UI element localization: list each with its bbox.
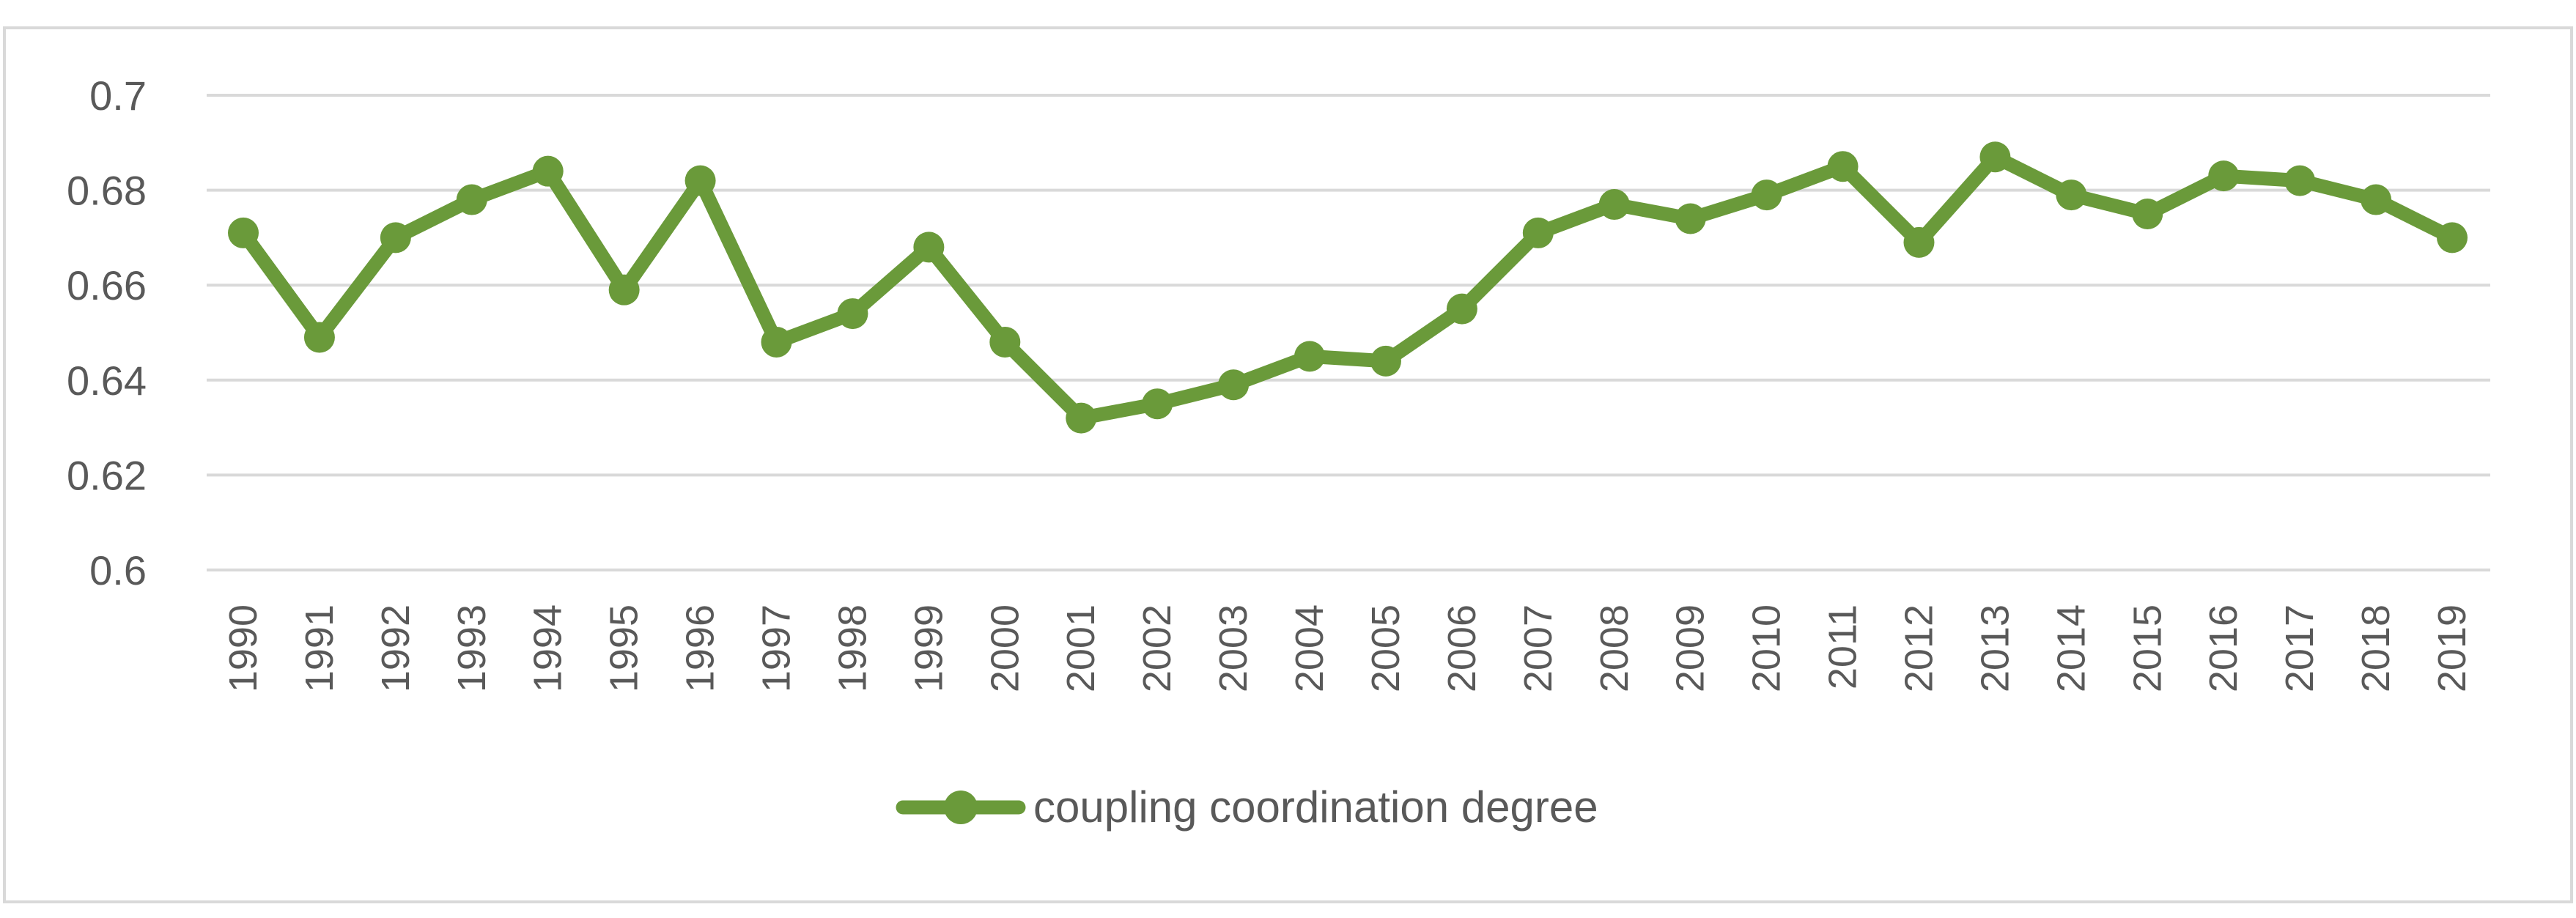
data-point [1218,369,1250,401]
x-tick-label: 1994 [526,604,570,692]
x-tick-label: 2012 [1897,604,1941,692]
x-tick-label: 1993 [450,604,494,692]
y-tick-label: 0.6 [89,547,147,593]
data-point [1979,141,2011,173]
x-axis-ticks: 1990 1991 1992 1993 1994 1995 1996 1997 1998 1999… [221,604,2474,692]
x-tick-label: 2004 [1288,604,1332,692]
legend: coupling coordination degree [896,782,1598,832]
data-point [761,326,792,358]
data-point [1142,388,1173,420]
y-tick-label: 0.62 [67,452,147,498]
x-tick-label: 2014 [2049,604,2093,692]
data-point [2437,222,2468,253]
y-tick-label: 0.7 [89,73,147,119]
data-point [989,326,1021,358]
x-tick-label: 1990 [221,604,265,692]
series-layer [228,141,2468,434]
x-tick-label: 1995 [602,604,646,692]
y-tick-label: 0.68 [67,168,147,214]
data-point [1903,226,1935,258]
x-tick-label: 2011 [1821,604,1865,689]
data-point [2132,199,2163,229]
gridlines [207,94,2490,571]
data-point [2284,165,2316,196]
data-point [1066,402,1097,434]
x-tick-label: 2013 [1973,604,2017,692]
data-point [1675,203,1706,234]
x-tick-label: 1996 [679,604,723,692]
legend-label: coupling coordination degree [1033,782,1598,832]
data-point [380,222,411,253]
x-tick-label: 2002 [1135,604,1179,692]
y-axis-ticks: 0.6 0.62 0.64 0.66 0.68 0.7 [67,73,147,593]
x-tick-label: 1999 [907,604,951,692]
data-point [1598,189,1630,221]
x-tick-label: 1991 [298,604,342,692]
x-tick-label: 2019 [2430,604,2474,692]
data-point [837,298,868,330]
x-tick-label: 2018 [2354,604,2398,692]
chart-border [3,26,2573,903]
data-point [684,165,716,196]
x-tick-label: 2007 [1516,604,1560,692]
data-point [913,232,945,263]
x-tick-label: 2000 [983,604,1027,692]
data-point [2361,184,2392,215]
data-point [2208,160,2240,192]
data-point [228,217,259,248]
data-point [608,274,640,306]
x-tick-label: 1997 [755,604,799,692]
x-tick-label: 2003 [1211,604,1255,692]
y-tick-label: 0.64 [67,358,147,404]
x-tick-label: 2009 [1669,604,1713,692]
x-tick-label: 2005 [1364,604,1408,692]
data-point [2056,179,2087,211]
x-tick-label: 2016 [2202,604,2245,692]
y-tick-label: 0.66 [67,262,147,308]
x-tick-label: 2015 [2125,604,2169,692]
x-tick-label: 2001 [1059,604,1103,692]
data-point [1827,151,1859,182]
data-point [303,322,335,353]
data-point [456,184,487,215]
x-tick-label: 2010 [1745,604,1789,692]
legend-marker-swatch [944,791,978,824]
x-tick-label: 1992 [374,604,418,692]
data-point [532,155,564,187]
data-point [1370,345,1401,377]
data-point [1294,341,1326,372]
x-tick-label: 2006 [1440,604,1484,692]
x-tick-label: 2017 [2278,604,2322,692]
data-point [1446,293,1477,325]
data-point [1751,179,1782,211]
x-tick-label: 2008 [1593,604,1636,692]
x-tick-label: 1998 [830,604,874,692]
data-point [1522,217,1554,248]
